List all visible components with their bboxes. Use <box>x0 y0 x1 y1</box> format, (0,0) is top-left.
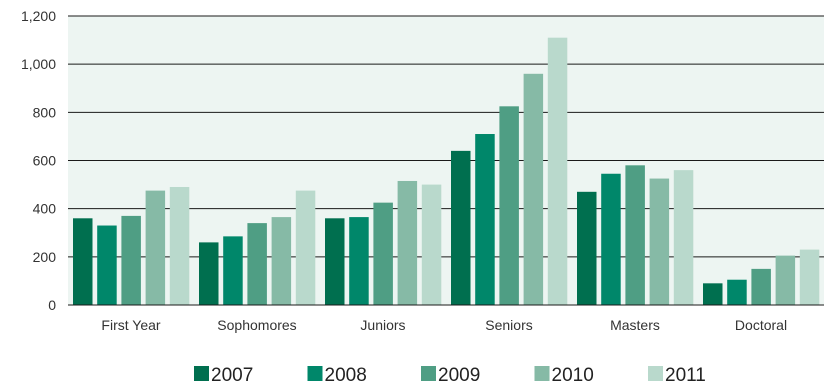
bar-2011-masters <box>673 170 694 305</box>
bar-2011-juniors <box>421 184 442 305</box>
gridlines <box>68 15 824 258</box>
bar-2008-seniors <box>475 134 495 305</box>
legend-swatch <box>307 366 323 381</box>
bar-2009-first-year <box>121 215 141 305</box>
legend-swatch <box>648 366 663 381</box>
bar-2010-sophomores <box>271 217 292 305</box>
y-tick-label: 400 <box>33 201 57 217</box>
y-tick-label: 200 <box>33 249 57 265</box>
bar-2008-masters <box>601 173 621 305</box>
bar-2009-juniors <box>373 202 393 305</box>
bar-2009-doctoral <box>751 268 771 305</box>
legend-label: 2007 <box>211 365 253 385</box>
bar-2009-masters <box>625 165 645 305</box>
bar-2007-seniors <box>451 150 471 305</box>
legend-item-2009: 2009 <box>421 365 480 385</box>
y-tick-label: 800 <box>33 104 57 120</box>
bar-2009-seniors <box>499 106 519 305</box>
y-axis-ticks: 0 200 400 600 800 1,000 1,200 <box>21 8 56 313</box>
legend-item-2011: 2011 <box>648 365 706 385</box>
legend-swatch <box>194 366 209 381</box>
x-category-label: Doctoral <box>735 317 787 333</box>
bar-2011-doctoral <box>799 249 820 305</box>
legend-label: 2010 <box>552 365 594 385</box>
bar-2008-doctoral <box>727 279 747 305</box>
legend-label: 2011 <box>665 365 706 385</box>
x-category-label: Juniors <box>360 317 405 333</box>
legend-item-2010: 2010 <box>534 365 594 385</box>
x-category-label: Sophomores <box>217 317 296 333</box>
bar-2007-masters <box>577 191 597 305</box>
bar-2011-first-year <box>169 186 190 305</box>
x-axis-categories: First Year Sophomores Juniors Seniors Master… <box>101 317 787 333</box>
bars <box>73 37 820 306</box>
bar-2010-juniors <box>397 180 418 305</box>
bar-2010-masters <box>649 178 670 305</box>
bar-2011-sophomores <box>295 190 316 305</box>
bar-2007-juniors <box>325 218 345 305</box>
bar-2007-sophomores <box>199 242 219 305</box>
x-category-label: First Year <box>101 317 160 333</box>
legend-label: 2008 <box>325 365 367 385</box>
bar-2008-sophomores <box>223 236 243 305</box>
bar-2010-seniors <box>523 73 544 305</box>
x-category-label: Masters <box>610 317 660 333</box>
legend-item-2007: 2007 <box>194 365 253 385</box>
x-category-label: Seniors <box>485 317 532 333</box>
legend-item-2008: 2008 <box>307 365 367 385</box>
y-tick-label: 600 <box>33 153 57 169</box>
bar-2010-first-year <box>145 190 166 305</box>
y-tick-label: 0 <box>48 297 56 313</box>
bar-2011-seniors <box>547 37 568 306</box>
bar-2008-juniors <box>349 217 369 305</box>
y-tick-label: 1,200 <box>21 8 56 24</box>
legend: 2007 2008 2009 2010 2011 <box>194 365 706 385</box>
bar-2007-first-year <box>73 218 93 305</box>
bar-2010-doctoral <box>775 255 796 305</box>
bar-2008-first-year <box>97 225 117 305</box>
bar-2009-sophomores <box>247 223 267 305</box>
legend-label: 2009 <box>438 365 480 385</box>
legend-swatch <box>421 366 436 381</box>
y-tick-label: 1,000 <box>21 56 56 72</box>
bar-2007-doctoral <box>703 283 723 305</box>
legend-swatch <box>534 366 550 381</box>
